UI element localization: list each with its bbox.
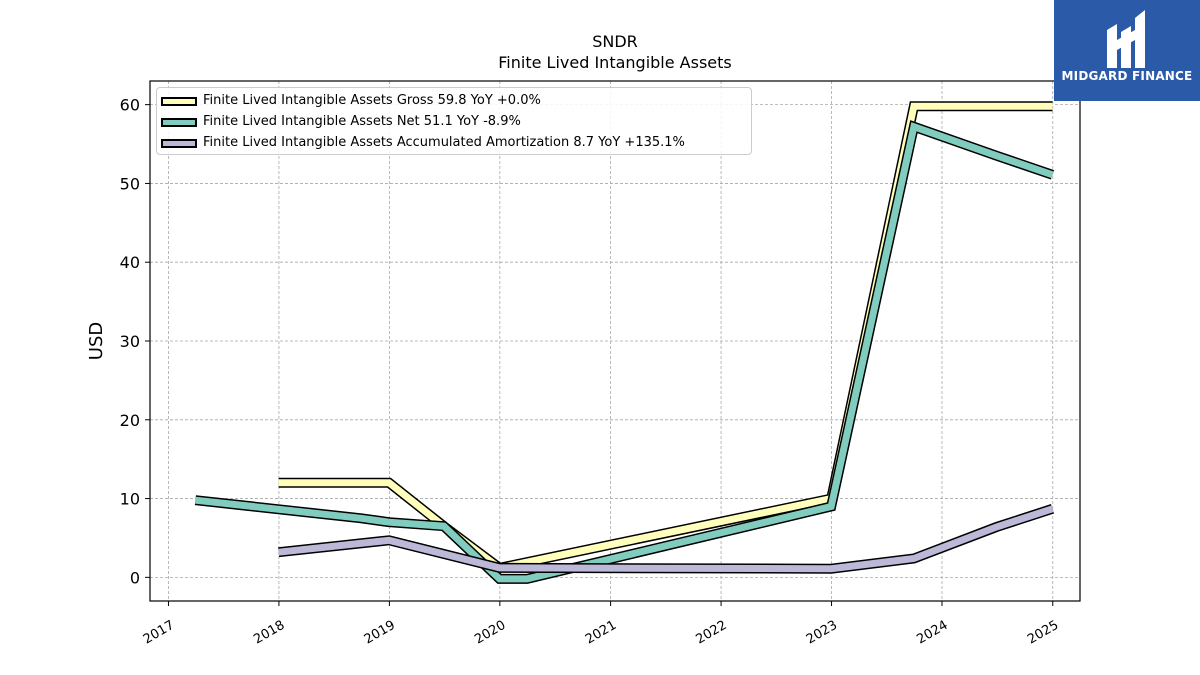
legend-swatch-amortization (161, 139, 197, 148)
x-tick-label: 2017 (141, 618, 177, 648)
y-tick-label: 30 (120, 332, 140, 351)
y-tick-label: 20 (120, 411, 140, 430)
midgard-logo-icon (1107, 10, 1145, 68)
series-line-net (195, 122, 1054, 583)
x-tick-label: 2020 (472, 618, 508, 648)
brand-logo: MIDGARD FINANCE (1054, 0, 1200, 101)
x-tick-label: 2022 (693, 618, 729, 648)
x-tick-label: 2025 (1025, 618, 1061, 648)
y-tick-label: 60 (120, 96, 140, 115)
x-tick-label: 2018 (251, 618, 287, 648)
legend-swatch-gross (161, 97, 197, 106)
x-tick-label: 2021 (583, 618, 619, 648)
x-tick-label: 2023 (804, 618, 840, 648)
logo-text: MIDGARD FINANCE (1061, 69, 1193, 83)
chart-legend: Finite Lived Intangible Assets Gross 59.… (156, 87, 752, 155)
x-tick-label: 2024 (914, 618, 950, 648)
x-tick-label: 2019 (362, 618, 398, 648)
chart-subtitle: Finite Lived Intangible Assets (498, 53, 732, 72)
chart-title: SNDR (592, 32, 638, 51)
y-tick-label: 50 (120, 174, 140, 193)
legend-label-amortization: Finite Lived Intangible Assets Accumulat… (203, 135, 685, 150)
series-lines (194, 101, 1055, 584)
y-axis-label: USD (86, 322, 107, 360)
legend-swatch-net (161, 118, 197, 127)
y-tick-label: 0 (130, 568, 140, 587)
y-tick-label: 10 (120, 490, 140, 509)
grid-lines (150, 81, 1080, 601)
series-line-amortization (278, 505, 1054, 573)
legend-label-net: Finite Lived Intangible Assets Net 51.1 … (203, 114, 521, 129)
y-tick-label: 40 (120, 253, 140, 272)
series-line-gross (278, 102, 1053, 572)
legend-label-gross: Finite Lived Intangible Assets Gross 59.… (203, 93, 541, 108)
